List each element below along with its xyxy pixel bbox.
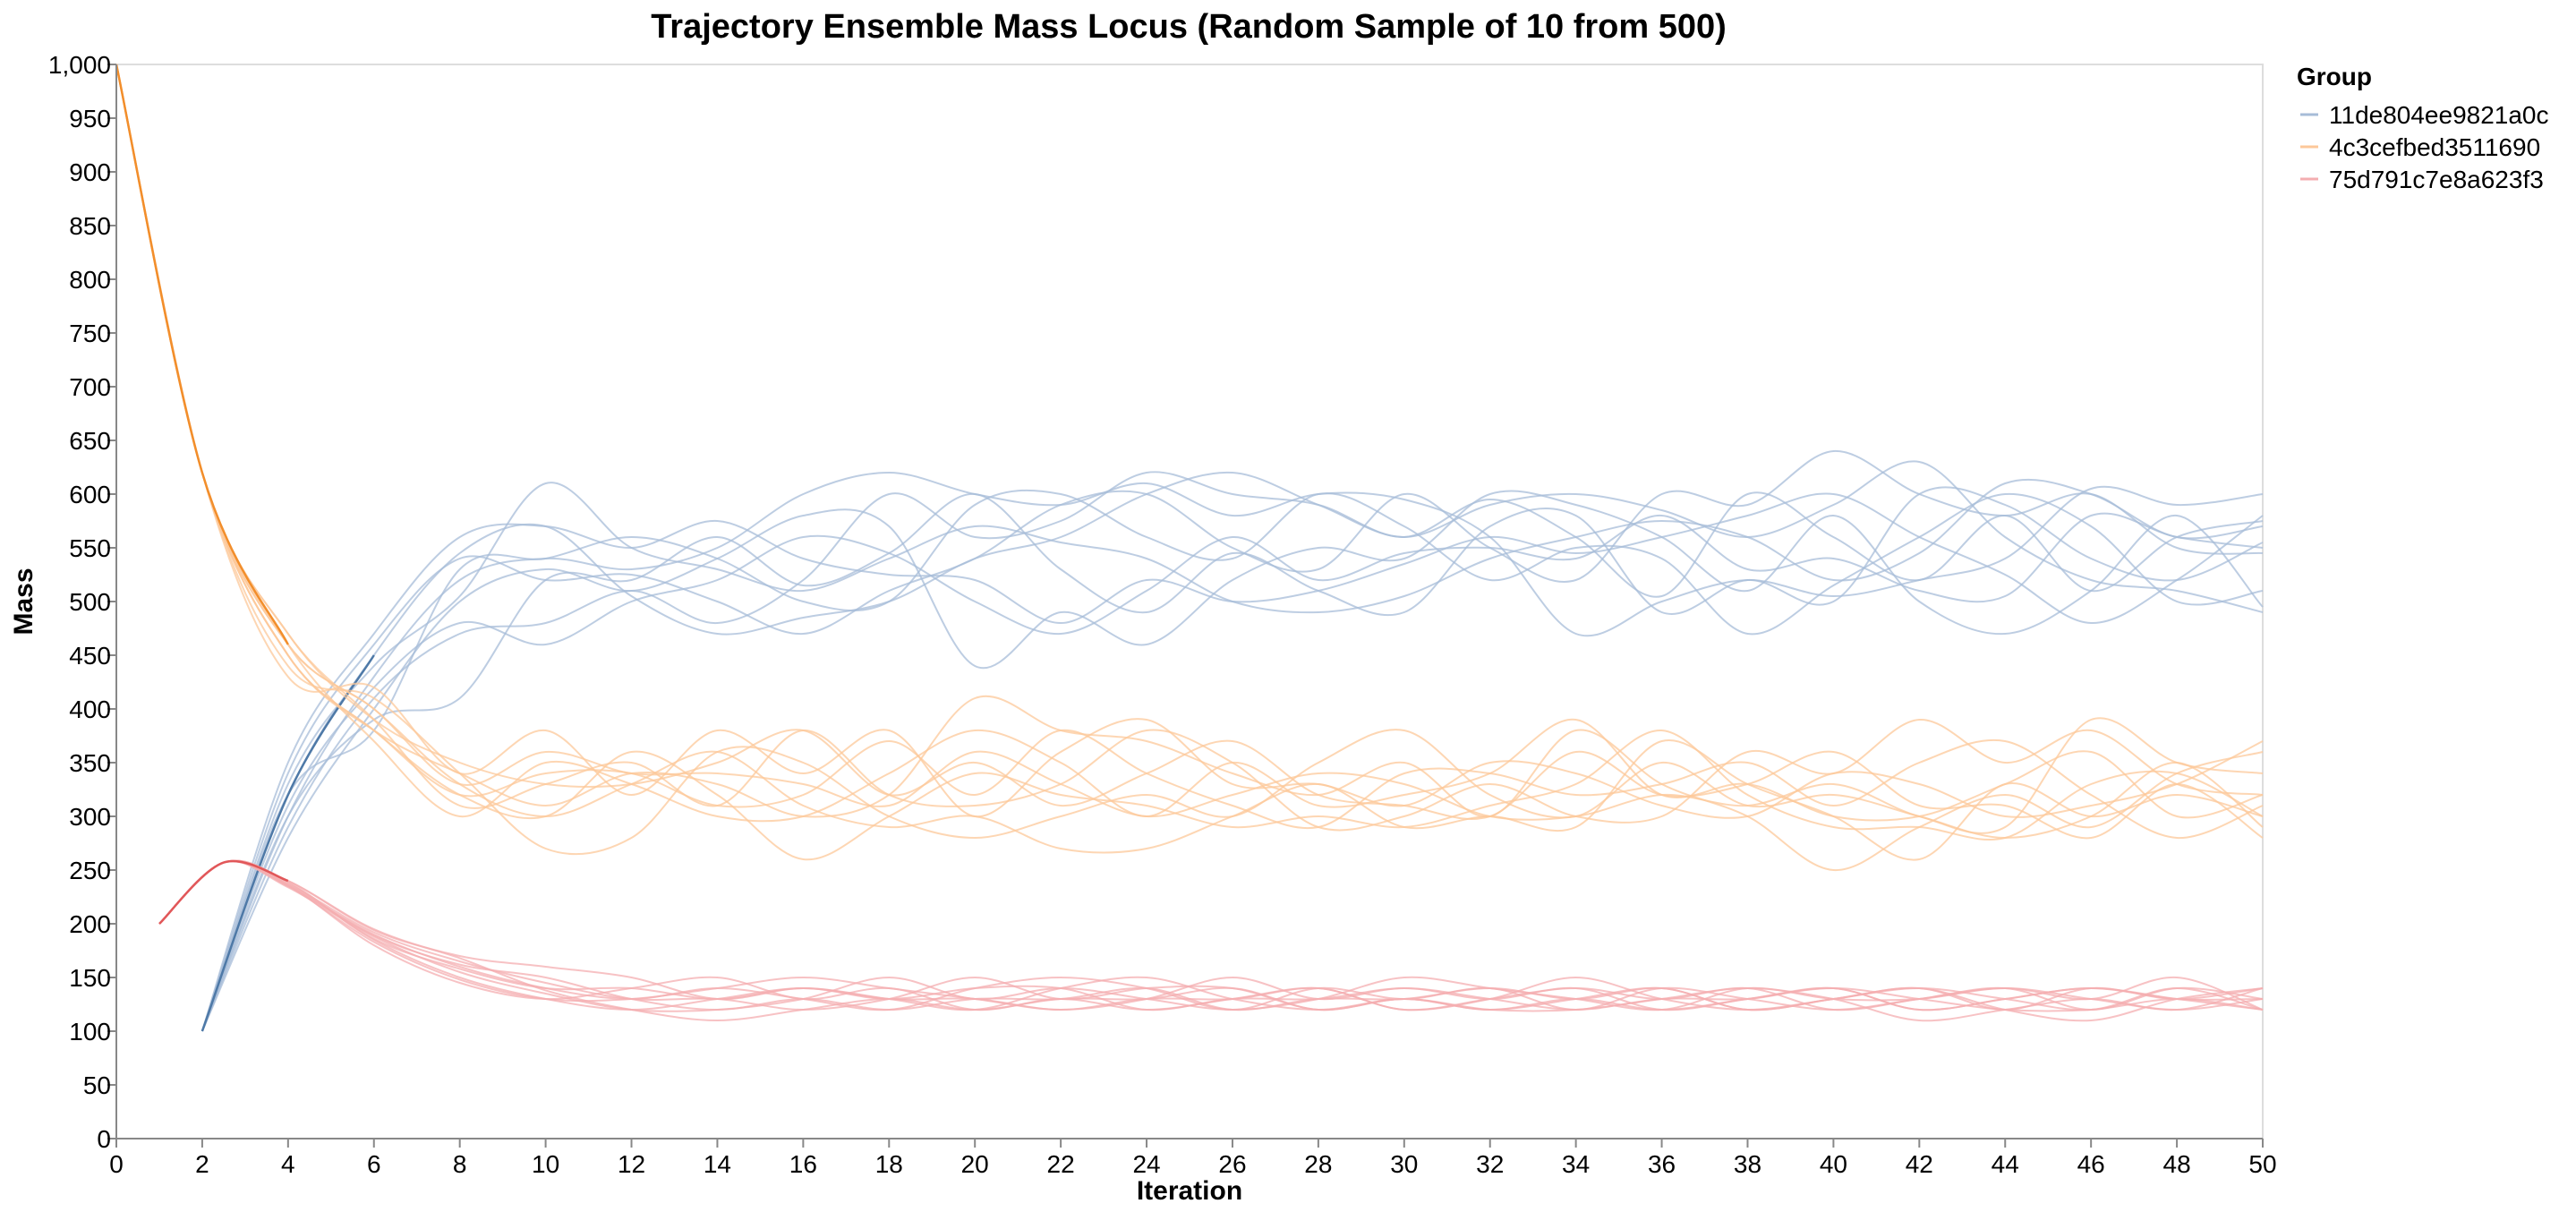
y-tick-label-19: 950 [69, 105, 111, 132]
y-tick-label-12: 600 [69, 481, 111, 508]
x-tick-label-10: 20 [961, 1150, 989, 1178]
x-tick-label-2: 4 [281, 1150, 295, 1178]
y-axis-title: Mass [9, 568, 38, 635]
x-tick-label-13: 26 [1218, 1150, 1246, 1178]
x-tick-label-5: 10 [532, 1150, 559, 1178]
series-line-0-3 [200, 512, 2264, 1032]
x-tick-label-17: 34 [1562, 1150, 1590, 1178]
x-tick-label-7: 14 [704, 1150, 731, 1178]
series-start-segment-1 [115, 64, 289, 645]
x-tick-label-21: 42 [1906, 1150, 1933, 1178]
y-tick-label-3: 150 [69, 964, 111, 992]
chart-title: Trajectory Ensemble Mass Locus (Random S… [651, 8, 1727, 46]
x-axis-title: Iteration [1137, 1176, 1242, 1206]
series-line-1-0 [115, 64, 2264, 861]
x-tick-label-19: 38 [1734, 1150, 1761, 1178]
series-line-0-0 [200, 460, 2264, 1032]
series-group-0 [200, 449, 2264, 1032]
series-line-0-8 [200, 489, 2264, 1032]
y-tick-label-18: 900 [69, 158, 111, 186]
y-tick-label-8: 400 [69, 696, 111, 723]
x-tick-label-11: 22 [1047, 1150, 1075, 1178]
y-tick-label-7: 350 [69, 749, 111, 777]
y-tick-label-2: 100 [69, 1018, 111, 1046]
y-tick-label-10: 500 [69, 588, 111, 616]
series-layer [115, 64, 2264, 1032]
x-tick-label-15: 30 [1390, 1150, 1418, 1178]
series-line-1-7 [115, 64, 2264, 840]
y-axis-ticks: 0 50 100 150 200 250 300 350 400 450 500 550 600 650 7… [48, 51, 116, 1153]
x-tick-label-0: 0 [109, 1150, 124, 1178]
series-line-2-6 [158, 859, 2264, 1011]
series-line-1-6 [115, 64, 2264, 819]
y-tick-label-16: 800 [69, 266, 111, 294]
series-line-1-9 [115, 64, 2264, 834]
series-group-2 [158, 859, 2264, 1022]
x-axis-ticks: 0 2 4 6 8 10 12 14 16 18 20 22 24 26 28 30 32 34 36 38 40 42 4… [109, 1139, 2277, 1178]
series-line-2-3 [158, 859, 2264, 1022]
series-line-2-4 [158, 860, 2264, 1012]
y-tick-label-9: 450 [69, 642, 111, 670]
series-line-2-9 [158, 859, 2264, 1022]
y-tick-label-5: 250 [69, 857, 111, 884]
x-tick-label-23: 46 [2077, 1150, 2105, 1178]
x-tick-label-20: 40 [1820, 1150, 1847, 1178]
series-line-0-5 [200, 449, 2264, 1032]
series-line-1-4 [115, 64, 2264, 823]
series-line-1-2 [115, 64, 2264, 832]
series-start-segment-0 [200, 654, 375, 1032]
y-tick-label-20: 1,000 [48, 51, 111, 79]
series-line-1-8 [115, 64, 2264, 840]
x-tick-label-25: 50 [2248, 1150, 2276, 1178]
y-tick-label-11: 550 [69, 534, 111, 562]
series-line-0-2 [200, 478, 2264, 1032]
x-tick-label-1: 2 [195, 1150, 209, 1178]
y-tick-label-17: 850 [69, 212, 111, 240]
series-line-2-8 [158, 860, 2264, 1011]
series-line-2-0 [158, 859, 2264, 1022]
series-line-1-3 [115, 64, 2264, 856]
x-tick-label-6: 12 [618, 1150, 645, 1178]
y-tick-label-13: 650 [69, 427, 111, 455]
series-line-0-4 [200, 490, 2264, 1032]
x-tick-label-16: 32 [1476, 1150, 1504, 1178]
y-tick-label-0: 0 [97, 1125, 111, 1153]
x-tick-label-18: 36 [1648, 1150, 1676, 1178]
x-tick-label-9: 18 [875, 1150, 903, 1178]
y-tick-label-15: 750 [69, 320, 111, 347]
series-line-0-7 [200, 471, 2264, 1032]
legend-label-0: 11de804ee9821a0c [2329, 101, 2549, 129]
x-tick-label-3: 6 [367, 1150, 381, 1178]
legend-title: Group [2297, 63, 2372, 90]
y-tick-label-14: 700 [69, 373, 111, 401]
x-tick-label-22: 44 [1992, 1150, 2019, 1178]
x-tick-label-12: 24 [1132, 1150, 1160, 1178]
series-line-0-6 [200, 486, 2264, 1032]
x-tick-label-14: 28 [1304, 1150, 1332, 1178]
legend-label-1: 4c3cefbed3511690 [2329, 133, 2540, 161]
series-line-0-9 [200, 492, 2264, 1032]
x-tick-label-24: 48 [2163, 1150, 2191, 1178]
y-tick-label-4: 200 [69, 910, 111, 938]
y-tick-label-1: 50 [83, 1071, 111, 1099]
y-tick-label-6: 300 [69, 803, 111, 831]
legend-label-2: 75d791c7e8a623f3 [2329, 166, 2544, 193]
series-group-1 [115, 64, 2264, 872]
series-start-segment-2 [158, 859, 289, 925]
x-tick-label-8: 16 [789, 1150, 817, 1178]
x-tick-label-4: 8 [453, 1150, 467, 1178]
legend: Group 11de804ee9821a0c 4c3cefbed3511690 75… [2297, 63, 2549, 193]
series-line-1-5 [115, 64, 2264, 861]
